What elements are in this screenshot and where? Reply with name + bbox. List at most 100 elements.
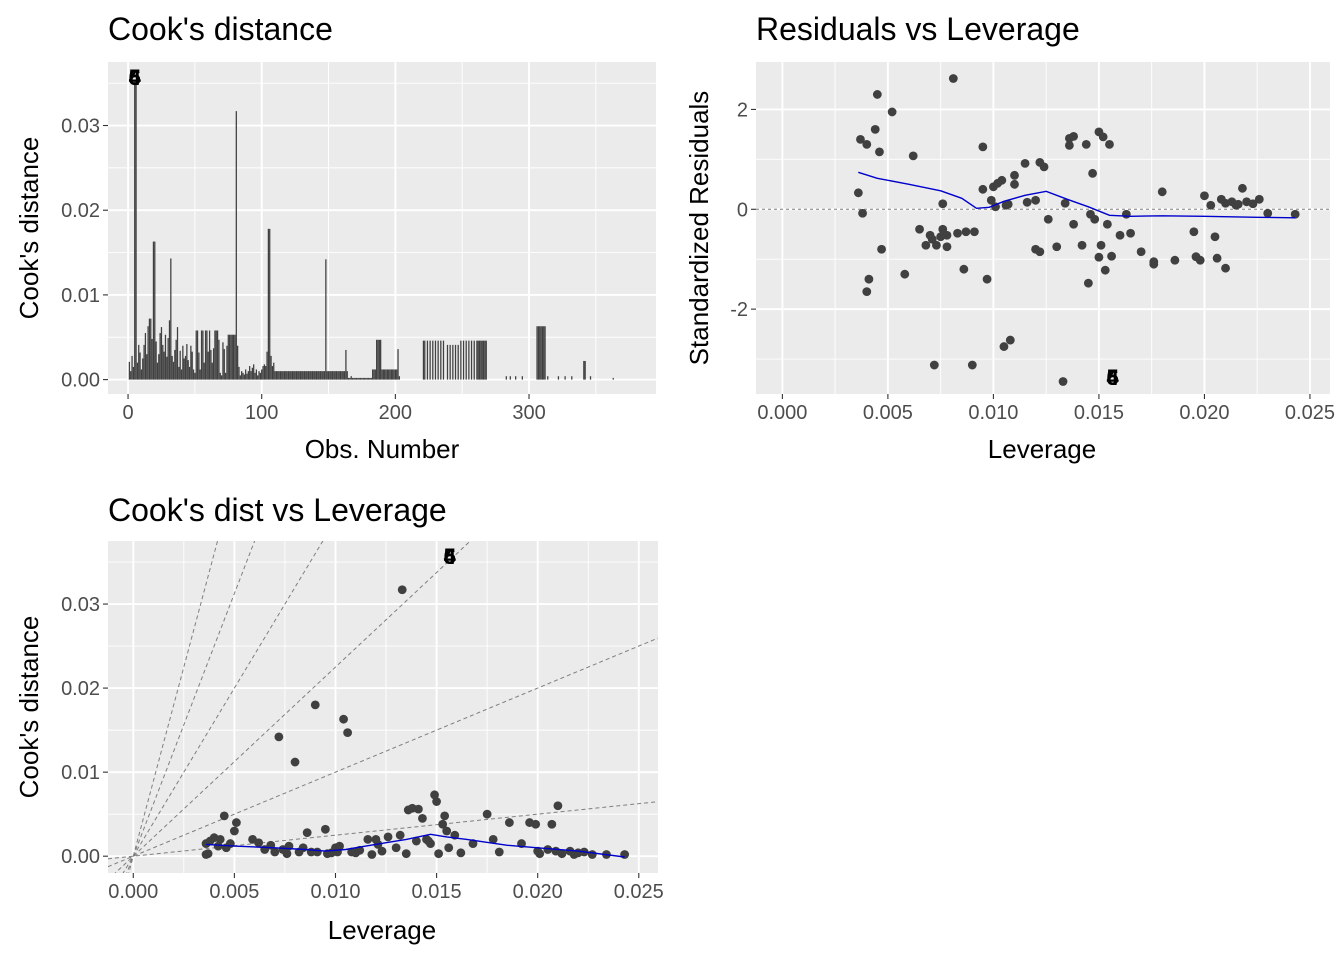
bar [207,351,209,380]
data-point [339,714,348,724]
x-axis-title: Leverage [328,915,436,945]
data-point [203,849,213,859]
bar [372,369,374,380]
bar [477,340,479,380]
x-tick-label: 0.025 [1285,402,1335,424]
data-point [482,809,492,819]
bar [134,79,136,380]
data-point [1064,140,1074,150]
bar [250,371,252,380]
plot-panel-2: 456 0.000 0.005 0.010 0.015 0.020 0.025 -2 0 2 Res… [684,11,1335,464]
bar [202,330,204,380]
bar [294,371,296,380]
data-point [1149,257,1159,267]
bar [255,369,257,380]
x-tick-label: 300 [512,402,545,424]
bar [297,371,299,380]
bar [171,355,173,380]
observation-label: 4 [129,65,142,90]
bar [163,351,165,380]
bar [204,330,207,380]
bar [476,340,478,380]
data-point [1212,253,1222,263]
bar [166,356,168,380]
bar [239,375,241,380]
bar [358,377,360,380]
data-point [274,732,284,742]
data-point [335,841,344,851]
bar [454,344,457,380]
bar [285,371,287,380]
bar [203,362,205,380]
y-tick-label: 0.00 [61,846,100,868]
bar [215,330,217,380]
bar [274,371,276,380]
data-point [1126,228,1135,238]
panel-background [108,541,658,873]
plot-marks: 456 [756,74,1330,390]
plot-marks: 456 [108,541,658,873]
bar [388,369,390,380]
bar [426,340,429,380]
bar [243,374,245,380]
y-tick-label: -2 [730,299,748,321]
bar [370,377,372,380]
data-point [1100,265,1110,275]
bar [254,372,256,380]
bar [307,371,310,380]
data-point [942,230,952,240]
data-point [862,287,872,297]
bar [226,345,228,380]
bar [540,326,542,380]
bar [327,371,330,380]
bar [330,371,332,380]
bar [319,371,322,380]
bar [313,371,315,380]
bar [612,377,614,380]
bar [293,371,295,380]
bar [422,340,425,380]
observation-label: 6 [129,65,141,90]
data-point [1136,247,1146,257]
data-point [1189,227,1199,237]
bar [287,371,290,380]
bar [186,344,188,380]
data-point [1290,209,1300,219]
bar [337,371,339,380]
data-point [254,838,264,848]
data-point [1020,158,1030,168]
data-point [310,700,320,710]
bar [424,340,426,380]
data-point [1010,170,1019,180]
bar [180,369,183,380]
data-point [1060,198,1070,208]
data-point [1206,200,1216,210]
data-point [853,188,863,198]
data-point [312,847,322,857]
x-tick-label: 0 [122,402,133,424]
x-tick-label: 0.005 [209,881,259,903]
y-tick-label: 0.02 [61,200,100,222]
data-point [938,199,948,209]
data-point [986,195,996,205]
data-point [488,834,498,844]
data-point [929,360,939,370]
bar [462,340,465,380]
bar [386,369,388,380]
bar [484,340,486,380]
bar [156,362,159,380]
bar [167,338,169,380]
bar [437,340,439,380]
data-point [395,830,405,840]
data-point [444,843,454,853]
data-point [915,224,924,234]
data-point [1102,219,1112,229]
bar [429,340,431,380]
data-point [1210,232,1220,242]
data-point [970,227,979,237]
data-point [1105,139,1114,149]
bar [267,228,270,380]
bar [261,369,263,380]
bar [509,376,511,380]
